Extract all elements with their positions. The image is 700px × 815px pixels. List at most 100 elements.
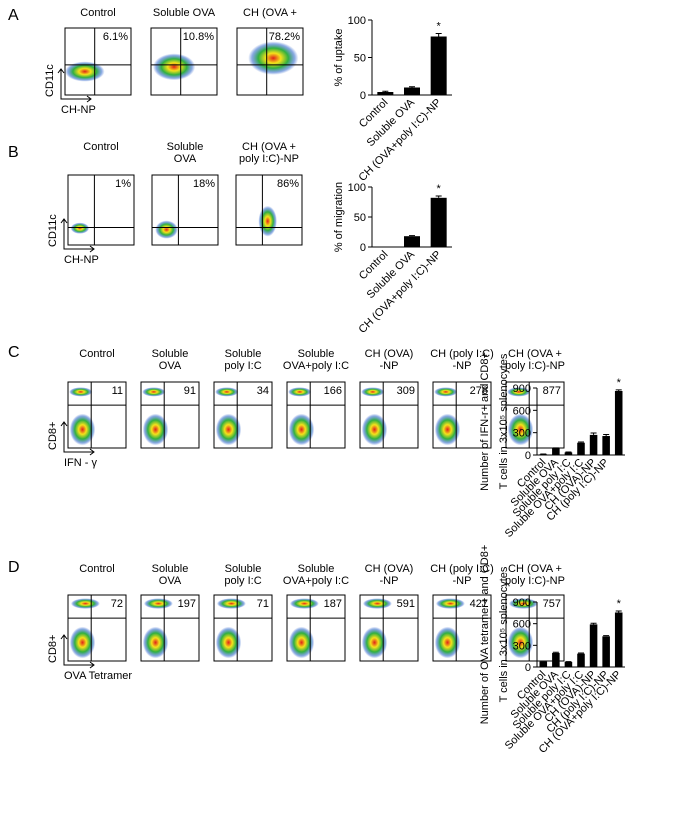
bar <box>602 636 610 667</box>
bar <box>577 443 585 455</box>
y-tick-label: 600 <box>513 619 531 631</box>
x-axis-label: OVA Tetramer <box>64 670 132 682</box>
bar <box>615 612 623 667</box>
error-bar <box>382 91 388 92</box>
panel-letter: B <box>8 144 19 161</box>
gate-value: 197 <box>178 598 196 610</box>
error-bar <box>616 611 622 612</box>
plot-title: poly I:C)-NP <box>505 360 565 372</box>
plot-title: CH (OVA) <box>365 348 414 360</box>
bar <box>431 198 447 247</box>
y-axis-label: % of uptake <box>333 28 345 86</box>
y-tick-label: 0 <box>525 662 531 674</box>
bar <box>552 448 560 455</box>
error-bar <box>603 435 609 436</box>
error-bar <box>591 433 597 435</box>
bar <box>552 653 560 667</box>
y-tick-label: 0 <box>360 90 366 102</box>
bar <box>602 436 610 455</box>
bar <box>431 37 447 96</box>
plot-title: OVA <box>159 360 182 372</box>
plot-title: poly I:C)-NP <box>239 153 299 165</box>
cell-cluster <box>155 221 177 239</box>
y-axis-label: CD11c <box>44 64 56 97</box>
error-bar <box>436 196 442 198</box>
plot-title: -NP <box>453 360 472 372</box>
x-axis-label: CH-NP <box>64 254 99 266</box>
cell-cluster <box>144 598 173 609</box>
y-axis-label: CD8+ <box>47 422 59 450</box>
bar <box>565 452 573 455</box>
plot-title: Control <box>80 7 115 19</box>
gate-value: 10.8% <box>183 31 214 43</box>
bar <box>404 88 420 96</box>
bar <box>577 654 585 667</box>
y-axis-label: T cells in 3x10⁵ splenocytes <box>498 566 510 702</box>
cell-cluster <box>258 206 276 237</box>
bar <box>590 624 598 667</box>
plot-title: -NP <box>380 360 399 372</box>
plot-title: OVA <box>159 575 182 587</box>
gate-value: 877 <box>543 385 561 397</box>
significance-mark: * <box>617 377 622 389</box>
gate-value: 309 <box>397 385 415 397</box>
plot-title: Soluble <box>152 348 189 360</box>
y-tick-label: 100 <box>348 182 366 194</box>
bar <box>540 662 548 667</box>
cell-cluster <box>361 387 384 396</box>
significance-mark: * <box>437 183 442 195</box>
error-bar <box>616 390 622 391</box>
y-tick-label: 300 <box>513 640 531 652</box>
bar <box>565 662 573 667</box>
plot-title: CH (OVA + <box>242 141 296 153</box>
cell-cluster <box>217 598 246 609</box>
bar <box>615 391 623 455</box>
cell-cluster <box>288 387 311 396</box>
y-tick-label: 0 <box>525 450 531 462</box>
plot-title: CH (OVA + <box>243 7 297 19</box>
x-axis-label: CH-NP <box>61 104 96 116</box>
plot-title: OVA <box>174 153 197 165</box>
y-tick-label: 900 <box>513 597 531 609</box>
gate-value: 166 <box>324 385 342 397</box>
gate-value: 34 <box>257 385 269 397</box>
x-axis-label: IFN - γ <box>64 457 97 469</box>
gate-value: 91 <box>184 385 196 397</box>
bar <box>404 236 420 247</box>
gate-value: 6.1% <box>103 31 128 43</box>
plot-title: CH (OVA + <box>508 348 562 360</box>
gate-value: 11 <box>112 385 123 397</box>
cell-cluster <box>436 598 465 609</box>
cell-cluster <box>142 387 165 396</box>
y-tick-label: 900 <box>513 383 531 395</box>
plot-title: OVA+poly I:C <box>283 575 349 587</box>
y-axis-label: Number of OVA tetramer+ and CD8+ <box>479 545 491 725</box>
cell-cluster <box>363 598 392 609</box>
y-tick-label: 50 <box>354 212 366 224</box>
y-tick-label: 0 <box>360 242 366 254</box>
plot-title: poly I:C <box>224 360 261 372</box>
cell-cluster <box>69 387 92 396</box>
error-bar <box>409 87 415 88</box>
gate-value: 86% <box>277 178 299 190</box>
y-tick-label: 50 <box>354 53 366 65</box>
plot-title: -NP <box>453 575 472 587</box>
cell-cluster <box>434 387 457 396</box>
error-bar <box>591 623 597 624</box>
significance-mark: * <box>617 598 622 610</box>
plot-title: Control <box>79 563 114 575</box>
y-axis-label: T cells in 3x10⁵ splenocytes <box>498 353 510 489</box>
plot-title: Soluble <box>225 563 262 575</box>
plot-title: Control <box>79 348 114 360</box>
cell-cluster <box>71 598 100 609</box>
plot-title: Control <box>83 141 118 153</box>
y-axis-label: % of migration <box>333 182 345 252</box>
plot-title: Soluble <box>152 563 189 575</box>
gate-value: 72 <box>111 598 123 610</box>
gate-value: 187 <box>324 598 342 610</box>
plot-title: Soluble <box>298 348 335 360</box>
significance-mark: * <box>437 21 442 33</box>
bar <box>377 92 393 95</box>
